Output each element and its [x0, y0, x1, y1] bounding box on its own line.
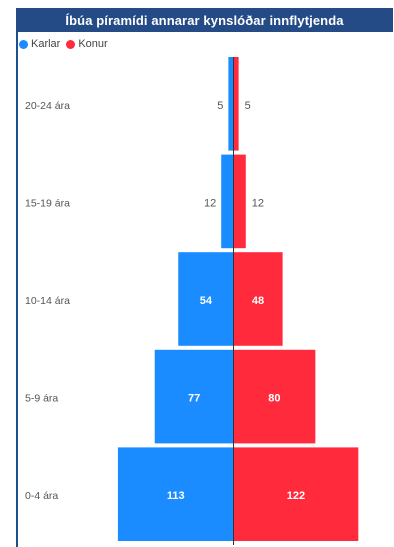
category-label-0-4: 0-4 ára — [25, 490, 58, 502]
bar-female-10-14[interactable] — [233, 252, 283, 346]
category-label-20-24: 20-24 ára — [25, 100, 70, 112]
value-label-female-10-14: 48 — [252, 295, 264, 307]
value-label-female-0-4: 122 — [287, 490, 305, 502]
bar-male-5-9[interactable] — [154, 349, 234, 444]
legend-item-male[interactable]: Karlar — [19, 38, 60, 50]
value-label-male-0-4: 113 — [167, 490, 185, 502]
category-label-15-19: 15-19 ára — [25, 197, 70, 209]
legend-male-label: Karlar — [31, 38, 61, 50]
bar-female-0-4[interactable] — [233, 447, 359, 541]
legend-female-swatch — [66, 39, 76, 49]
bar-female-15-19[interactable] — [233, 154, 246, 249]
bar-female-5-9[interactable] — [233, 349, 316, 444]
legend-female-label: Konur — [78, 38, 108, 50]
legend: Karlar Konur — [19, 36, 108, 52]
value-label-female-5-9: 80 — [268, 393, 280, 405]
value-label-female-15-19: 12 — [252, 197, 264, 209]
category-label-5-9: 5-9 ára — [25, 393, 58, 405]
bar-male-15-19[interactable] — [221, 154, 234, 249]
value-label-female-20-24: 5 — [245, 100, 251, 112]
bar-female-20-24[interactable] — [233, 57, 239, 151]
category-label-10-14: 10-14 ára — [25, 295, 70, 307]
value-label-male-10-14: 54 — [200, 295, 213, 307]
chart-title: Íbúa píramídi annarar kynslóðar innflytj… — [16, 8, 393, 32]
bar-male-0-4[interactable] — [117, 447, 234, 541]
bar-male-20-24[interactable] — [228, 57, 234, 151]
value-label-male-15-19: 12 — [204, 197, 216, 209]
legend-male-swatch — [19, 39, 28, 49]
value-label-male-5-9: 77 — [188, 393, 200, 405]
chart-title-text: Íbúa píramídi annarar kynslóðar innflytj… — [65, 12, 344, 28]
value-label-male-20-24: 5 — [217, 100, 223, 112]
legend-item-female[interactable]: Konur — [66, 38, 108, 50]
bar-male-10-14[interactable] — [178, 252, 234, 346]
